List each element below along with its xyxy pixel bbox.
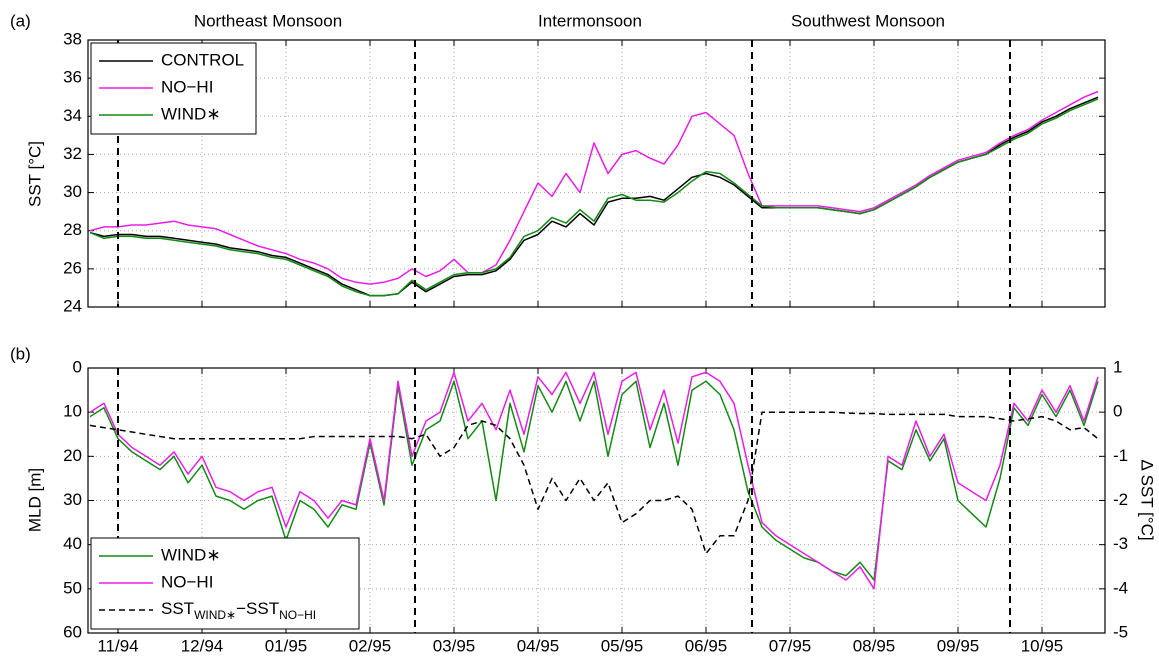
series-line [89, 380, 1099, 581]
legend-label: SSTWIND∗−SSTNO−HI [161, 599, 316, 622]
y-tick-label: 24 [63, 296, 82, 315]
x-tick-label: 08/95 [853, 636, 896, 655]
y-tick-label: 20 [63, 446, 82, 465]
legend-label: NO−HI [161, 77, 213, 96]
y-tick-label: 32 [63, 144, 82, 163]
x-tick-label: 09/95 [937, 636, 980, 655]
y-tick-label: 34 [63, 106, 82, 125]
y-axis-label: SST [°C] [25, 141, 44, 207]
series-line [89, 411, 1099, 555]
x-tick-label: 06/95 [685, 636, 728, 655]
legend-label-part: WIND∗ [194, 608, 236, 622]
y2-axis-label: Δ SST [°C] [1138, 459, 1157, 540]
x-tick-label: 04/95 [517, 636, 560, 655]
y-tick-label: 26 [63, 258, 82, 277]
panel-label: (b) [10, 344, 31, 363]
y2-tick-label: -4 [1113, 578, 1128, 597]
x-tick-label: 12/94 [181, 636, 224, 655]
y-tick-label: 10 [63, 402, 82, 421]
legend-label-part: −SST [236, 599, 279, 618]
y2-tick-label: -2 [1113, 490, 1128, 509]
y-tick-label: 36 [63, 68, 82, 87]
y-tick-label: 50 [63, 578, 82, 597]
legend-label-part: NO−HI [279, 608, 316, 622]
panel: 24 26 28 30 32 34 36 38 [63, 29, 1106, 315]
season-label: Northeast Monsoon [194, 11, 342, 30]
legend-label: NO−HI [161, 572, 213, 591]
plot-frame [87, 39, 1106, 308]
series-line [89, 98, 1099, 297]
x-tick-label: 05/95 [601, 636, 644, 655]
plot-frame [87, 367, 1106, 634]
y-tick-label: 60 [63, 622, 82, 641]
legend-label: CONTROL [161, 50, 244, 69]
y-tick-label: 0 [73, 357, 82, 376]
y2-tick-label: 1 [1113, 357, 1122, 376]
y-tick-label: 28 [63, 220, 82, 239]
y-tick-label: 38 [63, 29, 82, 48]
x-tick-label: 02/95 [349, 636, 392, 655]
y2-tick-label: -3 [1113, 534, 1128, 553]
x-tick-label: 10/95 [1021, 636, 1064, 655]
x-tick-label: 01/95 [265, 636, 308, 655]
y2-tick-label: -5 [1113, 622, 1128, 641]
x-tick-label: 03/95 [433, 636, 476, 655]
series-line [89, 90, 1099, 285]
season-dividers [117, 40, 1011, 633]
x-tick-label: 07/95 [769, 636, 812, 655]
y-tick-label: 40 [63, 534, 82, 553]
legend: CONTROL NO−HI WIND∗ [90, 42, 257, 135]
legend-label-part: SST [161, 599, 194, 618]
y2-tick-label: -1 [1113, 446, 1128, 465]
panel-label: (a) [10, 11, 31, 30]
season-label: Southwest Monsoon [791, 11, 945, 30]
legend-label: WIND∗ [161, 104, 221, 123]
series-line [89, 371, 1099, 590]
x-tick-label: 11/94 [97, 636, 138, 655]
y2-tick-label: 0 [1113, 402, 1122, 421]
season-label: Intermonsoon [538, 11, 642, 30]
y-tick-label: 30 [63, 490, 82, 509]
y-tick-label: 30 [63, 182, 82, 201]
y-axis-label: MLD [m] [25, 468, 44, 532]
legend-label: WIND∗ [161, 545, 221, 564]
